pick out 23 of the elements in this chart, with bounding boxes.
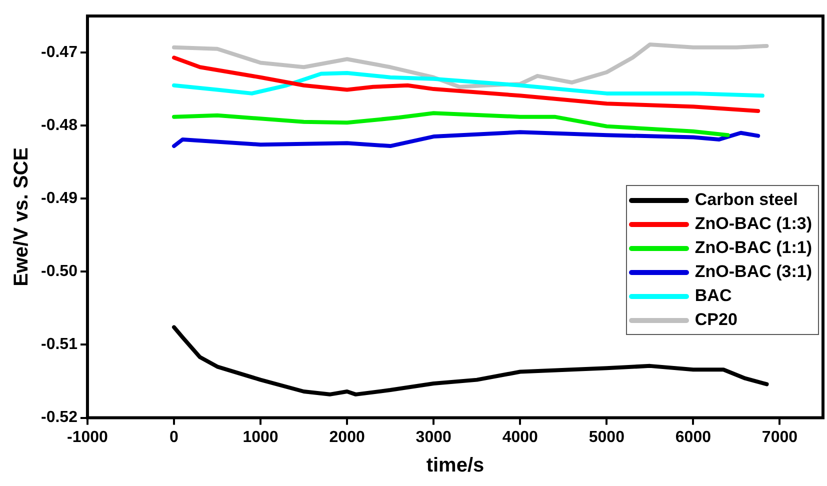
y-axis-title: Ewe/V vs. SCE (10, 147, 33, 286)
x-tick-label: -1000 (67, 428, 108, 446)
x-tick-label: 4000 (502, 428, 538, 446)
y-tick-label: -0.48 (41, 116, 78, 134)
x-tick-label: 5000 (588, 428, 625, 446)
y-tick-label: -0.50 (41, 263, 78, 280)
legend-label: BAC (694, 285, 732, 307)
legend-label: ZnO-BAC (1:1) (694, 237, 812, 259)
x-tick-label: 7000 (762, 428, 798, 446)
x-axis-title: time/s (426, 454, 484, 477)
y-tick-label: -0.51 (41, 336, 78, 354)
x-tick-label: 1000 (242, 428, 278, 446)
legend-label: Carbon steel (694, 189, 798, 211)
y-tick-label: -0.52 (41, 409, 78, 426)
x-tick-label: 0 (170, 428, 179, 446)
legend-label: ZnO-BAC (1:3) (694, 213, 812, 235)
x-tick-label: 2000 (329, 428, 365, 446)
x-tick-label: 6000 (675, 428, 712, 446)
y-tick-label: -0.49 (41, 190, 78, 208)
legend-label: CP20 (694, 309, 738, 331)
x-tick-label: 3000 (416, 428, 452, 446)
legend-label: ZnO-BAC (3:1) (694, 261, 812, 283)
y-tick-label: -0.47 (41, 44, 78, 61)
